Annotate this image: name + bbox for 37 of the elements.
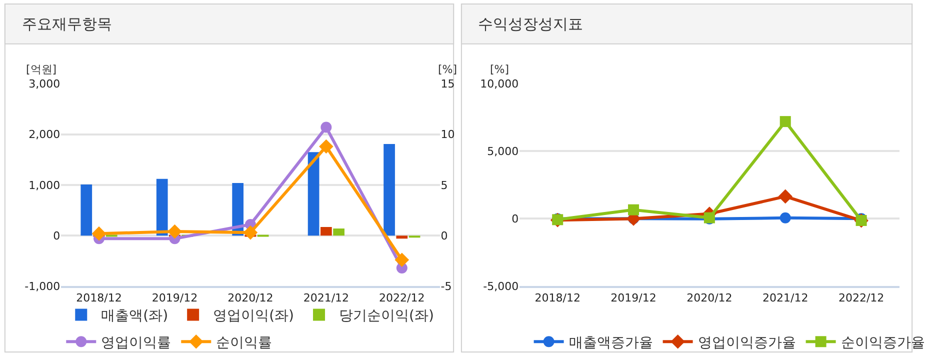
- x-tick-label: 2022/12: [379, 291, 425, 304]
- y-axis-title: [억원]: [26, 63, 57, 76]
- x-tick-label: 2019/12: [152, 291, 198, 304]
- y-tick-label: 2,000: [28, 128, 60, 142]
- y-tick-label: 0: [512, 212, 519, 226]
- y2-tick-label: 0: [440, 229, 448, 242]
- legend-label: 순이익증가율: [840, 335, 925, 352]
- x-tick-label: 2019/12: [610, 291, 656, 304]
- legend-label: 영업이익(좌): [213, 308, 294, 324]
- x-tick-label: 2021/12: [762, 291, 808, 304]
- y2-axis-title: [%]: [438, 63, 458, 76]
- y2-tick-label: 15: [440, 78, 455, 91]
- x-tick-label: 2018/12: [534, 291, 580, 304]
- legend-label: 순이익률: [216, 335, 272, 352]
- y-tick-label: 3,000: [28, 78, 60, 91]
- x-tick-label: 2021/12: [303, 291, 350, 304]
- y-tick-label: -1,000: [24, 280, 60, 294]
- x-tick-label: 2022/12: [838, 291, 884, 304]
- y2-tick-label: 10: [440, 128, 455, 142]
- y-tick-label: 1,000: [28, 178, 60, 192]
- legend-label: 영업이익률: [101, 335, 172, 352]
- chart-title: 수익성장성지표: [478, 15, 583, 33]
- y-axis-title: [%]: [490, 63, 510, 76]
- x-tick-label: 2020/12: [686, 291, 732, 304]
- y2-tick-label: 5: [440, 178, 448, 192]
- y-tick-label: 5,000: [487, 145, 519, 158]
- chart-title: 주요재무항목: [22, 15, 112, 33]
- y-tick-label: 0: [53, 229, 60, 242]
- legend-label: 매출액증가율: [568, 335, 653, 352]
- legend-label: 매출액(좌): [101, 308, 168, 324]
- legend-label: 당기순이익(좌): [339, 308, 434, 324]
- legend-label: 영업이익증가율: [698, 335, 796, 352]
- y-tick-label: 10,000: [480, 78, 519, 91]
- x-tick-label: 2018/12: [76, 291, 122, 304]
- y2-tick-label: -5: [440, 280, 452, 294]
- y-tick-label: -5,000: [483, 280, 519, 294]
- x-tick-label: 2020/12: [228, 291, 274, 304]
